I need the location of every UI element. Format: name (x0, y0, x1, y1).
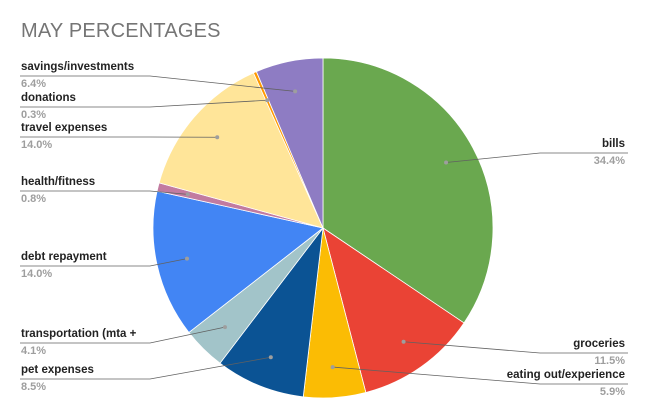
slice-label-travel-expenses: travel expenses (21, 122, 107, 134)
leader-line-pet-expenses (20, 356, 271, 380)
leader-line-eating-out-experience (332, 366, 628, 385)
slice-travel-expenses[interactable] (158, 72, 324, 229)
slice-pct-bills: 34.4% (594, 155, 625, 167)
slices-group (152, 57, 494, 399)
leader-line-savings-investments (20, 75, 296, 92)
slice-label-savings-investments: savings/investments (21, 61, 134, 73)
leader-dot-transportation-mta (222, 325, 227, 330)
leader-line-bills (446, 152, 628, 163)
leader-line-donations (20, 99, 268, 108)
slice-pct-travel-expenses: 14.0% (21, 139, 52, 151)
leader-dot-pet-expenses (268, 355, 273, 360)
leader-dot-bills (444, 160, 449, 165)
leader-dot-eating-out-experience (330, 365, 335, 370)
slice-label-health-fitness: health/fitness (21, 176, 95, 188)
slice-label-groceries: groceries (573, 338, 625, 350)
slice-pct-groceries: 11.5% (594, 355, 625, 367)
slice-pct-debt-repayment: 14.0% (21, 268, 52, 280)
slice-savings-investments[interactable] (255, 57, 324, 229)
slice-pct-health-fitness: 0.8% (21, 193, 46, 205)
leader-dot-donations (265, 98, 270, 103)
slice-label-eating-out-experience: eating out/experience (507, 369, 625, 381)
slice-bills[interactable] (322, 57, 494, 324)
slice-label-transportation-mta: transportation (mta + (21, 328, 137, 340)
slice-label-pet-expenses: pet expenses (21, 364, 94, 376)
leader-line-debt-repayment (20, 258, 188, 267)
slice-groceries[interactable] (322, 227, 465, 394)
leader-dot-travel-expenses (215, 135, 220, 140)
slice-pct-pet-expenses: 8.5% (21, 381, 46, 393)
slice-label-debt-repayment: debt repayment (21, 251, 107, 263)
slice-pct-transportation-mta: 4.1% (21, 345, 46, 357)
slice-pct-savings-investments: 6.4% (21, 78, 46, 90)
leader-dot-groceries (401, 339, 406, 344)
slice-debt-repayment[interactable] (152, 190, 324, 334)
leader-dot-savings-investments (293, 89, 298, 94)
leader-dot-debt-repayment (185, 256, 190, 261)
slice-pet-expenses[interactable] (219, 226, 324, 398)
slice-label-bills: bills (602, 138, 625, 150)
slice-pct-donations: 0.3% (21, 109, 46, 121)
slice-label-donations: donations (21, 92, 76, 104)
leader-line-groceries (403, 341, 628, 354)
labels-group: bills 34.4% groceries 11.5% eating out/exper… (20, 61, 628, 398)
leader-dot-health-fitness (185, 192, 190, 197)
chart-title: MAY PERCENTAGES (21, 20, 221, 42)
slice-pct-eating-out-experience: 5.9% (600, 386, 625, 398)
leader-line-health-fitness (20, 190, 188, 195)
leader-line-transportation-mta (20, 326, 226, 344)
